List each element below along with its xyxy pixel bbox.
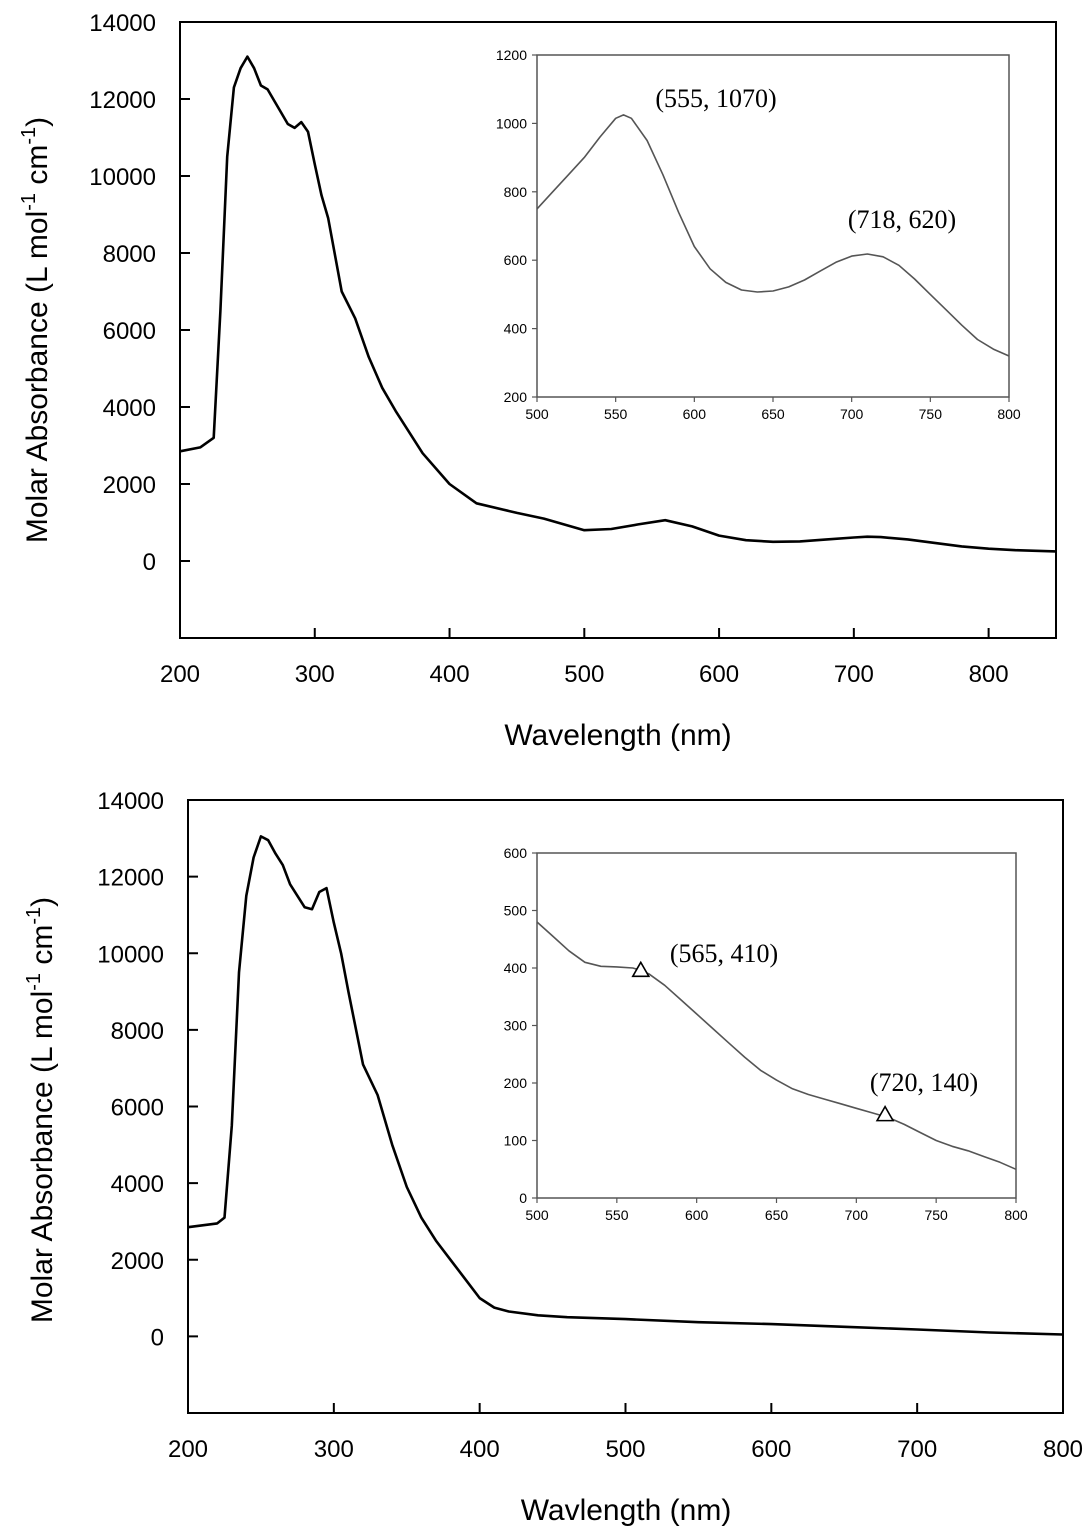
inset-y-tick-label: 1000 bbox=[496, 115, 527, 131]
x-tick-label: 800 bbox=[969, 661, 1009, 688]
inset-y-tick-label: 0 bbox=[519, 1190, 527, 1206]
inset-y-tick-label: 100 bbox=[504, 1133, 528, 1149]
y-tick-label: 10000 bbox=[97, 941, 164, 968]
inset-y-tick-label: 200 bbox=[504, 389, 528, 405]
y-axis-title: Molar Absorbance (L mol-1 cm-1) bbox=[23, 897, 59, 1323]
inset-x-tick-label: 700 bbox=[840, 406, 864, 422]
inset-x-tick-label: 750 bbox=[919, 406, 943, 422]
inset-frame bbox=[536, 54, 1010, 398]
inset-x-tick-label: 750 bbox=[924, 1207, 948, 1223]
inset-x-tick-label: 500 bbox=[525, 1207, 549, 1223]
inset-x-axis: 500 550 600 650 700 750 800 bbox=[525, 1198, 1028, 1223]
y-tick-label: 12000 bbox=[97, 865, 164, 892]
y-tick-label: 4000 bbox=[103, 395, 156, 422]
inset-series-line bbox=[536, 921, 1017, 1171]
inset-x-tick-label: 550 bbox=[605, 1207, 629, 1223]
inset-x-tick-label: 600 bbox=[683, 406, 707, 422]
inset-x-tick-label: 500 bbox=[525, 406, 549, 422]
annotation-point-1: (565, 410) bbox=[670, 939, 778, 968]
y-tick-label: 12000 bbox=[89, 87, 156, 114]
y-tick-label: 14000 bbox=[97, 788, 164, 815]
inset-y-tick-label: 500 bbox=[504, 903, 528, 919]
y-tick-label: 6000 bbox=[103, 318, 156, 345]
y-tick-label: 8000 bbox=[103, 241, 156, 268]
x-tick-label: 500 bbox=[564, 661, 604, 688]
x-tick-label: 700 bbox=[834, 661, 874, 688]
x-axis-title: Wavlength (nm) bbox=[521, 1494, 732, 1527]
inset-y-tick-label: 400 bbox=[504, 960, 528, 976]
triangle-marker bbox=[875, 1105, 895, 1122]
chart-top: 200 300 400 500 600 700 800 0 2000 4000 6000 8000 1… bbox=[18, 10, 1057, 752]
y-tick-label: 2000 bbox=[111, 1248, 164, 1275]
x-tick-label: 200 bbox=[160, 661, 200, 688]
inset-x-tick-label: 550 bbox=[604, 406, 628, 422]
triangle-marker bbox=[631, 960, 651, 978]
inset-series-line bbox=[536, 114, 1010, 357]
x-tick-label: 400 bbox=[430, 661, 470, 688]
y-tick-label: 0 bbox=[151, 1324, 164, 1351]
x-axis: 200 300 400 500 600 700 800 bbox=[168, 1403, 1083, 1463]
inset-y-tick-label: 1200 bbox=[496, 47, 527, 63]
series-line bbox=[187, 835, 1064, 1336]
y-axis-title: Molar Absorbance (L mol-1 cm-1) bbox=[18, 117, 54, 543]
inset-chart: 500 550 600 650 700 750 800 200 400 600 800 1000 12… bbox=[496, 47, 1021, 422]
x-tick-label: 300 bbox=[295, 661, 335, 688]
y-axis: 0 2000 4000 6000 8000 10000 12000 14000 bbox=[97, 788, 198, 1351]
annotation-peak-1: (555, 1070) bbox=[655, 84, 776, 113]
inset-y-axis: 200 400 600 800 1000 1200 bbox=[496, 47, 537, 405]
x-tick-label: 600 bbox=[751, 1436, 791, 1463]
inset-y-tick-label: 600 bbox=[504, 252, 528, 268]
inset-y-tick-label: 200 bbox=[504, 1075, 528, 1091]
inset-y-tick-label: 800 bbox=[504, 184, 528, 200]
series-line bbox=[179, 55, 1057, 553]
y-tick-label: 4000 bbox=[111, 1171, 164, 1198]
y-tick-label: 2000 bbox=[103, 472, 156, 499]
x-tick-label: 800 bbox=[1043, 1436, 1083, 1463]
chart-bottom: 200 300 400 500 600 700 800 020004000600080001… bbox=[23, 788, 1083, 1527]
annotation-point-2: (720, 140) bbox=[870, 1068, 978, 1097]
inset-frame bbox=[536, 852, 1017, 1199]
inset-y-tick-label: 400 bbox=[504, 321, 528, 337]
x-tick-label: 500 bbox=[605, 1436, 645, 1463]
x-tick-label: 200 bbox=[168, 1436, 208, 1463]
y-tick-label: 6000 bbox=[111, 1095, 164, 1122]
y-tick-label: 8000 bbox=[111, 1018, 164, 1045]
y-tick-label: 14000 bbox=[89, 10, 156, 37]
inset-y-axis: 0 100 200 300 400 500 600 bbox=[504, 845, 537, 1206]
inset-y-tick-label: 600 bbox=[504, 845, 528, 861]
inset-x-axis: 500 550 600 650 700 750 800 bbox=[525, 397, 1021, 422]
inset-chart: 500 550 600 650 700 750 800 0 100 200 300 400 500 60… bbox=[504, 845, 1028, 1223]
x-tick-label: 700 bbox=[897, 1436, 937, 1463]
inset-x-tick-label: 800 bbox=[997, 406, 1021, 422]
inset-x-tick-label: 650 bbox=[765, 1207, 789, 1223]
x-tick-label: 400 bbox=[460, 1436, 500, 1463]
inset-x-tick-label: 800 bbox=[1004, 1207, 1028, 1223]
inset-y-tick-label: 300 bbox=[504, 1018, 528, 1034]
x-tick-label: 600 bbox=[699, 661, 739, 688]
inset-x-tick-label: 600 bbox=[685, 1207, 709, 1223]
inset-x-tick-label: 700 bbox=[845, 1207, 869, 1223]
y-tick-label: 10000 bbox=[89, 164, 156, 191]
x-tick-label: 300 bbox=[314, 1436, 354, 1463]
y-axis: 0 2000 4000 6000 8000 10000 12000 14000 bbox=[89, 10, 190, 576]
inset-markers bbox=[631, 960, 895, 1122]
annotation-peak-2: (718, 620) bbox=[848, 205, 956, 234]
inset-x-tick-label: 650 bbox=[761, 406, 785, 422]
x-axis-title: Wavelength (nm) bbox=[504, 719, 731, 752]
x-axis: 200 300 400 500 600 700 800 bbox=[160, 628, 1009, 688]
y-tick-label: 0 bbox=[143, 549, 156, 576]
